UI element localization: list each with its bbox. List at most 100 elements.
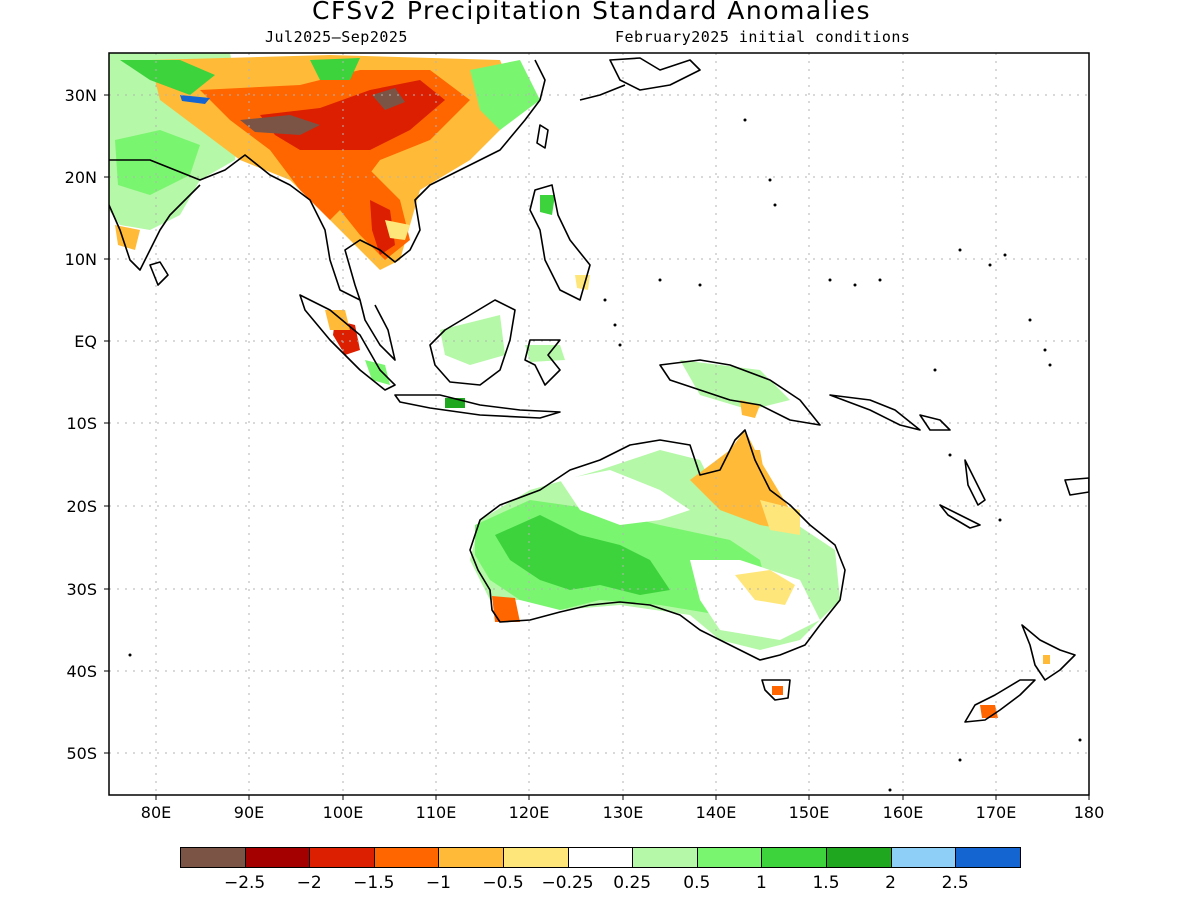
anomaly-region-china-green <box>470 60 540 130</box>
lat-label-10n: 10N <box>64 250 97 269</box>
coast-india-south <box>109 184 201 271</box>
anomaly-region-nz-yellow <box>1043 655 1050 664</box>
coast-south-asia <box>109 59 546 301</box>
colorbar-swatch <box>826 847 892 868</box>
lon-label-140e: 140E <box>695 803 737 822</box>
initial-conditions: February2025 initial conditions <box>615 28 911 46</box>
coast-fiji <box>1064 477 1089 496</box>
colorbar-swatch <box>373 847 440 868</box>
colorbar-label: −1.5 <box>353 873 395 893</box>
coast-vanuatu <box>964 459 986 506</box>
anomaly-region-china-green2 <box>310 58 360 80</box>
small-islands <box>128 118 1082 792</box>
coast-malay-peninsula <box>359 299 396 361</box>
anomaly-region-tas-orange <box>772 686 783 695</box>
lon-label-160e: 160E <box>882 803 924 822</box>
coast-new-caledonia <box>939 504 981 529</box>
anomaly-region-philippines-green <box>540 195 555 215</box>
coast-japan <box>609 57 701 91</box>
colorbar-swatch <box>567 847 634 868</box>
coast-sumatra <box>299 294 396 391</box>
anomaly-region-tibet-brown <box>240 115 320 135</box>
colorbar-label: −0.5 <box>482 873 524 893</box>
colorbar-swatch <box>180 847 246 868</box>
colorbar-swatch <box>761 847 827 868</box>
colorbar-label: −1 <box>425 873 451 893</box>
lon-label-110e: 110E <box>415 803 457 822</box>
anomaly-region-aus-yellow-ne <box>760 500 800 535</box>
colorbar-label: 0.5 <box>683 873 711 893</box>
colorbar-label: 0.25 <box>613 873 652 893</box>
coastlines <box>109 57 1089 723</box>
lat-label-10s: 10S <box>66 414 97 433</box>
coast-borneo <box>429 299 516 386</box>
colorbar-swatch <box>955 847 1021 868</box>
lon-label-150e: 150E <box>788 803 830 822</box>
coast-solomon <box>919 414 951 431</box>
lon-label-80e: 80E <box>140 803 172 822</box>
coast-ryukyu <box>579 84 626 101</box>
colorbar-swatch <box>503 847 569 868</box>
colorbar-label: 1 <box>755 873 767 893</box>
colorbar-swatch <box>890 847 957 868</box>
lat-label-eq: EQ <box>74 332 97 351</box>
colorbar-swatch <box>309 847 375 868</box>
coast-srilanka <box>149 261 169 286</box>
coast-nz-north <box>1021 624 1076 681</box>
coast-java <box>394 394 561 419</box>
lon-label-130e: 130E <box>602 803 644 822</box>
anomaly-region-himalaya-blue <box>180 95 210 104</box>
colorbar-swatch <box>244 847 311 868</box>
lon-label-100e: 100E <box>322 803 364 822</box>
anomaly-region-thai-yellow <box>385 220 410 240</box>
coast-australia <box>469 429 846 661</box>
colorbar-label: 2 <box>885 873 896 893</box>
anomaly-shading <box>109 53 1050 718</box>
anomaly-region-philippines-yellow <box>575 275 590 290</box>
anomaly-region-sumatra-orange <box>325 310 350 330</box>
lat-label-50s: 50S <box>66 744 97 763</box>
colorbar-label: −0.25 <box>541 873 594 893</box>
colorbar-label: −2.5 <box>223 873 266 893</box>
anomaly-region-aus-yellow <box>735 570 795 605</box>
lon-label-120e: 120E <box>508 803 550 822</box>
colorbar-swatch <box>696 847 763 868</box>
anomaly-region-tibet-brown2 <box>372 88 405 110</box>
colorbar-label: −2 <box>296 873 322 893</box>
colorbar-label: 2.5 <box>941 873 969 893</box>
lat-label-20n: 20N <box>64 168 97 187</box>
anomaly-region-aus-ltorange-n <box>735 450 770 505</box>
lat-label-40s: 40S <box>66 662 97 681</box>
anomaly-region-borneo-green <box>440 315 505 365</box>
coast-new-britain <box>829 394 921 431</box>
coast-sulawesi <box>524 339 561 386</box>
colorbar-swatch <box>632 847 698 868</box>
axis-ticks <box>104 94 1090 800</box>
lat-label-20s: 20S <box>66 497 97 516</box>
map-frame <box>108 52 1090 796</box>
coast-taiwan <box>536 124 549 149</box>
forecast-period: Jul2025–Sep2025 <box>265 28 408 46</box>
coast-philippines <box>529 184 591 301</box>
anomaly-region-nz-orange <box>980 705 998 718</box>
map-title: CFSv2 Precipitation Standard Anomalies <box>311 0 871 25</box>
lon-label-170e: 170E <box>975 803 1017 822</box>
anomaly-region-aus-sw-red <box>492 596 520 622</box>
anomaly-region-png-green <box>680 360 790 410</box>
anomaly-region-sulawesi-green <box>525 345 565 362</box>
anomaly-region-aus-midgreen <box>495 515 670 595</box>
coast-nz-south <box>964 679 1036 723</box>
lat-label-30s: 30S <box>66 580 97 599</box>
anomaly-region-indochina-red <box>370 200 395 255</box>
coast-new-guinea <box>659 359 821 426</box>
lat-label-30n: 30N <box>64 86 97 105</box>
lon-label-90e: 90E <box>233 803 265 822</box>
lon-label-180: 180 <box>1073 803 1105 822</box>
anomaly-region-sumatra-green <box>365 360 390 385</box>
colorbar-label: 1.5 <box>812 873 840 893</box>
colorbar-swatch <box>438 847 504 868</box>
anomaly-region-aus-white <box>560 470 690 525</box>
coast-tasmania <box>761 679 791 701</box>
anomaly-region-himalaya-green <box>120 60 215 95</box>
